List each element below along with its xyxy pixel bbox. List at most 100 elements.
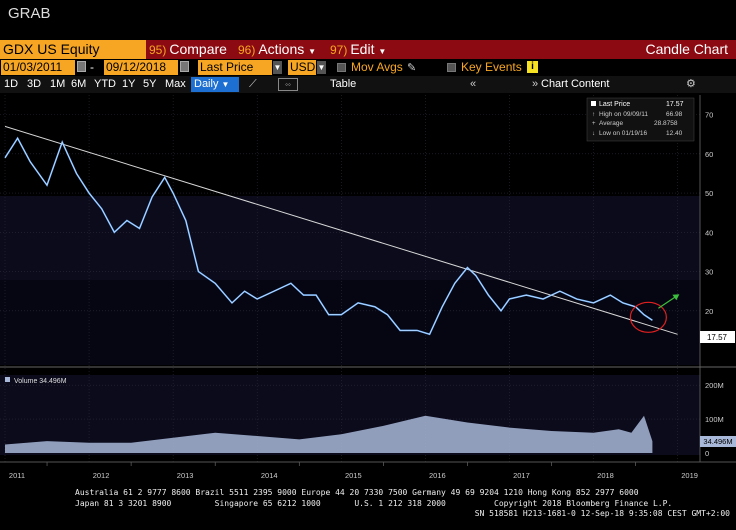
legend-high-label: High on 09/09/11 (599, 111, 648, 118)
key-events-checkbox[interactable] (447, 63, 456, 72)
x-tick-2015: 2015 (345, 471, 362, 480)
trend-line (4, 125, 678, 335)
legend-avg-value: 28.8758 (654, 120, 678, 127)
chart-style-icon[interactable]: ◦◦ (278, 78, 298, 91)
green-arrow-head (672, 294, 680, 301)
period-1y[interactable]: 1Y (122, 78, 136, 90)
edit-menu[interactable]: 97) Edit ▼ (330, 40, 386, 59)
x-tick-2014: 2014 (261, 471, 278, 480)
last-volume-tag (700, 436, 736, 447)
chart-content-button[interactable]: Chart Content (541, 78, 610, 90)
currency-dropdown-icon[interactable]: ▼ (317, 61, 326, 74)
footer-contacts-line-2: Japan 81 3 3201 8900 Singapore 65 6212 1… (75, 499, 673, 508)
key-events-label[interactable]: Key Events (461, 60, 522, 74)
footer-contacts-line-1: Australia 61 2 9777 8600 Brazil 5511 239… (75, 488, 639, 497)
price-field-select[interactable]: Last Price (198, 60, 272, 75)
price-band-mid (0, 196, 700, 280)
line-chart-icon[interactable]: ⟋ (249, 78, 257, 90)
price-tick-40: 40 (705, 228, 713, 237)
actions-label: Actions (258, 41, 305, 57)
table-button[interactable]: Table (330, 78, 357, 90)
mov-avgs-label[interactable]: Mov Avgs (351, 60, 403, 74)
legend-high-value: 66.98 (666, 111, 683, 118)
legend-last-swatch (591, 101, 596, 106)
start-date-input[interactable]: 01/03/2011 (1, 60, 75, 75)
ticker-input[interactable]: GDX US Equity (0, 40, 146, 59)
legend-last-label: Last Price (599, 101, 630, 108)
period-6m[interactable]: 6M (71, 78, 87, 90)
frequency-select[interactable]: Daily ▼ (191, 77, 239, 92)
period-3d[interactable]: 3D (27, 78, 42, 90)
edit-label: Edit (350, 41, 375, 57)
compare-num: 95) (149, 43, 167, 57)
end-calendar-icon[interactable] (180, 61, 189, 72)
window-title: GRAB (8, 5, 51, 22)
collapse-left-icon[interactable]: « (470, 78, 477, 90)
time-grid (4, 95, 678, 466)
legend-avg-icon: + (592, 121, 596, 127)
frequency-label: Daily (194, 78, 219, 90)
actions-menu[interactable]: 96) Actions ▼ (238, 40, 316, 59)
price-tick-60: 60 (705, 150, 713, 159)
last-price-tag (700, 331, 735, 343)
highlight-circle (629, 301, 667, 333)
frequency-caret-icon: ▼ (221, 80, 230, 89)
price-tick-20: 20 (705, 307, 713, 316)
volume-legend-label: Volume 34.496M (14, 378, 67, 385)
chart-type-label[interactable]: Candle Chart (645, 41, 729, 57)
price-tick-70: 70 (705, 111, 713, 120)
legend-high-arrow-icon: ↑ (592, 112, 595, 118)
legend-low-value: 12.40 (666, 130, 683, 137)
actions-caret-icon: ▼ (308, 47, 317, 56)
volume-tick-200M: 200M (705, 381, 724, 390)
x-tick-2019: 2019 (681, 471, 698, 480)
mov-avgs-checkbox[interactable] (337, 63, 346, 72)
title-bar (0, 0, 736, 40)
volume-tick-zero: 0 (705, 449, 709, 458)
period-row (0, 76, 736, 93)
x-tick-2018: 2018 (597, 471, 614, 480)
legend-box (586, 97, 695, 142)
period-1d[interactable]: 1D (4, 78, 19, 90)
menu-bar (0, 40, 736, 59)
edit-caret-icon: ▼ (378, 47, 387, 56)
price-tick-50: 50 (705, 189, 713, 198)
currency-select[interactable]: USD (288, 60, 316, 75)
date-separator: - (90, 60, 94, 74)
x-tick-2013: 2013 (177, 471, 194, 480)
expand-right-icon[interactable]: » (532, 78, 539, 90)
x-tick-labels: 2011 2012 2013 2014 2015 2016 2017 2018 2019 (9, 471, 698, 480)
legend-last-value: 17.57 (666, 101, 684, 108)
pencil-icon[interactable]: ✎ (407, 62, 417, 74)
price-tick-30: 30 (705, 268, 713, 277)
period-5y[interactable]: 5Y (143, 78, 157, 90)
start-calendar-icon[interactable] (77, 61, 86, 72)
volume-tick-labels: 200M 100M 0 (705, 381, 724, 458)
gear-icon[interactable]: ⚙ (686, 78, 696, 90)
x-tick-2017: 2017 (513, 471, 530, 480)
last-price-tag-text: 17.57 (707, 333, 728, 342)
legend-low-arrow-icon: ↓ (592, 131, 595, 137)
compare-label: Compare (169, 41, 227, 57)
period-1m[interactable]: 1M (50, 78, 66, 90)
price-line-highlight (4, 137, 653, 335)
end-date-input[interactable]: 09/12/2018 (104, 60, 178, 75)
volume-legend-swatch (5, 377, 10, 382)
price-field-dropdown-icon[interactable]: ▼ (273, 61, 282, 74)
actions-num: 96) (238, 43, 256, 57)
price-tick-labels: 70 60 50 40 30 20 (705, 111, 713, 316)
compare-menu[interactable]: 95) Compare (149, 40, 227, 59)
x-tick-2011: 2011 (9, 471, 25, 480)
edit-num: 97) (330, 43, 348, 57)
volume-area (5, 415, 653, 453)
last-volume-tag-text: 34.496M (703, 437, 732, 446)
period-max[interactable]: Max (165, 78, 186, 90)
volume-tick-100M: 100M (705, 415, 724, 424)
footer-session-info: SN 518581 H213-1681-0 12-Sep-18 9:35:08 … (474, 509, 730, 518)
green-arrow (658, 295, 677, 309)
legend-avg-label: Average (599, 120, 623, 127)
price-band-low (0, 280, 700, 365)
period-ytd[interactable]: YTD (94, 78, 116, 90)
info-icon[interactable]: i (527, 61, 538, 73)
